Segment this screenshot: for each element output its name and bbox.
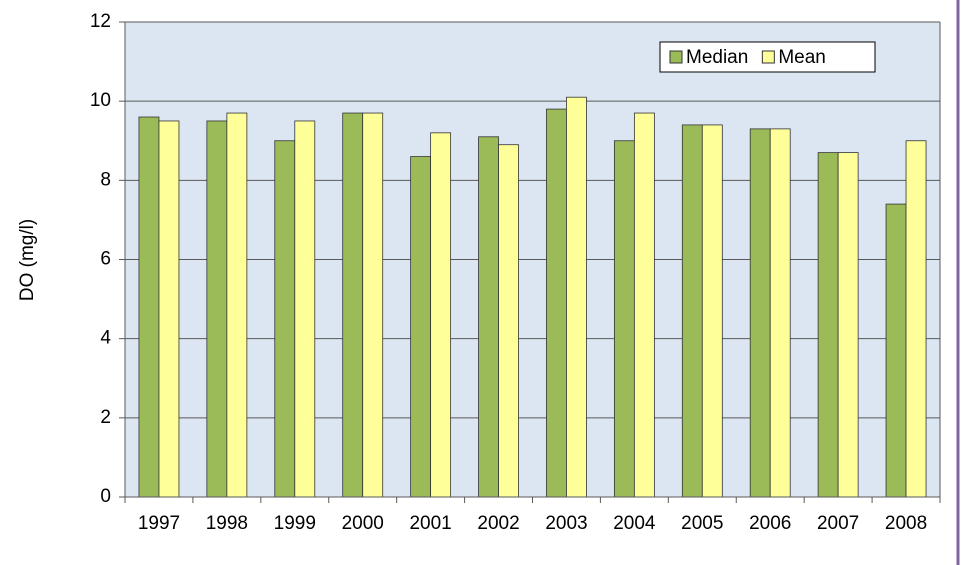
x-tick-label: 2001 <box>409 513 451 534</box>
bar <box>410 156 432 498</box>
y-tick-label: 12 <box>90 11 111 32</box>
bar <box>817 152 839 498</box>
x-tick-label: 2000 <box>342 513 384 534</box>
x-tick-label: 2003 <box>545 513 587 534</box>
bar <box>294 120 316 498</box>
bar <box>274 140 296 498</box>
x-tick-label: 2008 <box>885 513 927 534</box>
y-tick-label: 0 <box>100 486 111 507</box>
y-tick-label: 2 <box>100 407 111 428</box>
y-tick-label: 10 <box>90 90 111 111</box>
x-tick-label: 1999 <box>274 513 316 534</box>
bar <box>362 112 384 498</box>
bar <box>206 120 228 498</box>
legend-label: Mean <box>778 47 826 68</box>
bar <box>158 120 180 498</box>
y-tick-label: 6 <box>100 249 111 270</box>
bar <box>342 112 364 498</box>
bar <box>498 144 519 498</box>
x-tick-label: 2002 <box>477 513 519 534</box>
bar <box>769 128 791 498</box>
bar <box>681 124 703 498</box>
bar <box>905 140 927 498</box>
bar <box>226 112 248 498</box>
bar <box>837 152 859 498</box>
x-tick-label: 1998 <box>206 513 248 534</box>
bar <box>566 96 587 498</box>
x-tick-label: 2006 <box>749 513 791 534</box>
bar <box>885 203 907 498</box>
legend-swatch <box>761 50 775 64</box>
x-tick-label: 2004 <box>613 513 656 534</box>
bar <box>749 128 771 498</box>
bar <box>633 112 655 498</box>
x-tick-label: 1997 <box>138 513 180 534</box>
y-axis-label: DO (mg/l) <box>17 219 38 301</box>
bar <box>613 140 635 498</box>
x-tick-label: 2007 <box>817 513 859 534</box>
y-tick-label: 8 <box>100 169 111 190</box>
legend-swatch <box>669 50 683 64</box>
legend-label: Median <box>686 47 748 68</box>
x-tick-label: 2005 <box>681 513 723 534</box>
bar <box>546 108 567 498</box>
bar <box>430 132 452 498</box>
bar <box>701 124 723 498</box>
bar <box>138 116 160 498</box>
y-tick-label: 4 <box>100 328 111 349</box>
bar <box>478 136 499 498</box>
